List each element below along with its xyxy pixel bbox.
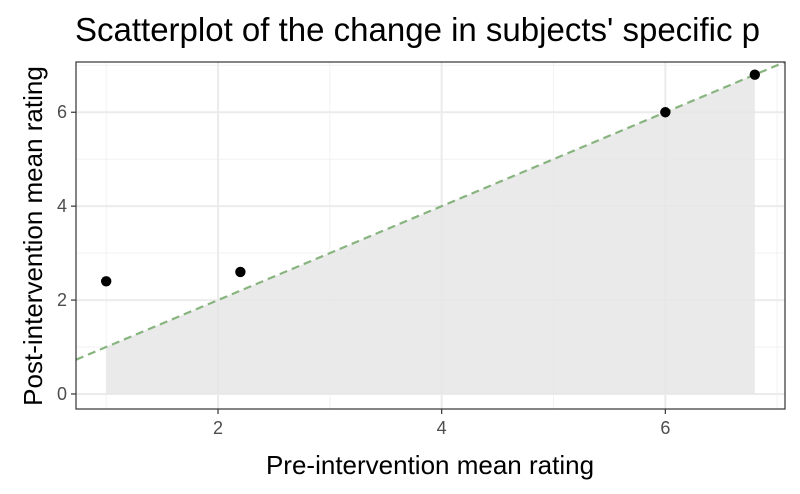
panel-border — [75, 61, 786, 410]
data-point — [660, 107, 671, 118]
y-tick-label: 0 — [57, 384, 67, 404]
y-tick-label: 2 — [57, 290, 67, 310]
data-point — [749, 69, 761, 80]
data-point — [235, 266, 246, 278]
chart-title: Scatterplot of the change in subjects' s… — [75, 11, 760, 48]
shaded-region — [106, 74, 755, 394]
plot-panel: 2 4 6 0 2 4 6 — [57, 61, 786, 438]
y-axis-title: Post-intervention mean rating — [18, 66, 48, 406]
y-tick-label: 6 — [57, 102, 67, 122]
data-point — [100, 276, 112, 287]
x-axis-title: Pre-intervention mean rating — [266, 450, 594, 480]
x-tick-label: 6 — [660, 418, 670, 438]
x-tick-label: 2 — [213, 418, 223, 438]
y-tick-label: 4 — [57, 196, 67, 216]
grid-lines — [76, 62, 785, 409]
x-tick-label: 4 — [437, 418, 447, 438]
